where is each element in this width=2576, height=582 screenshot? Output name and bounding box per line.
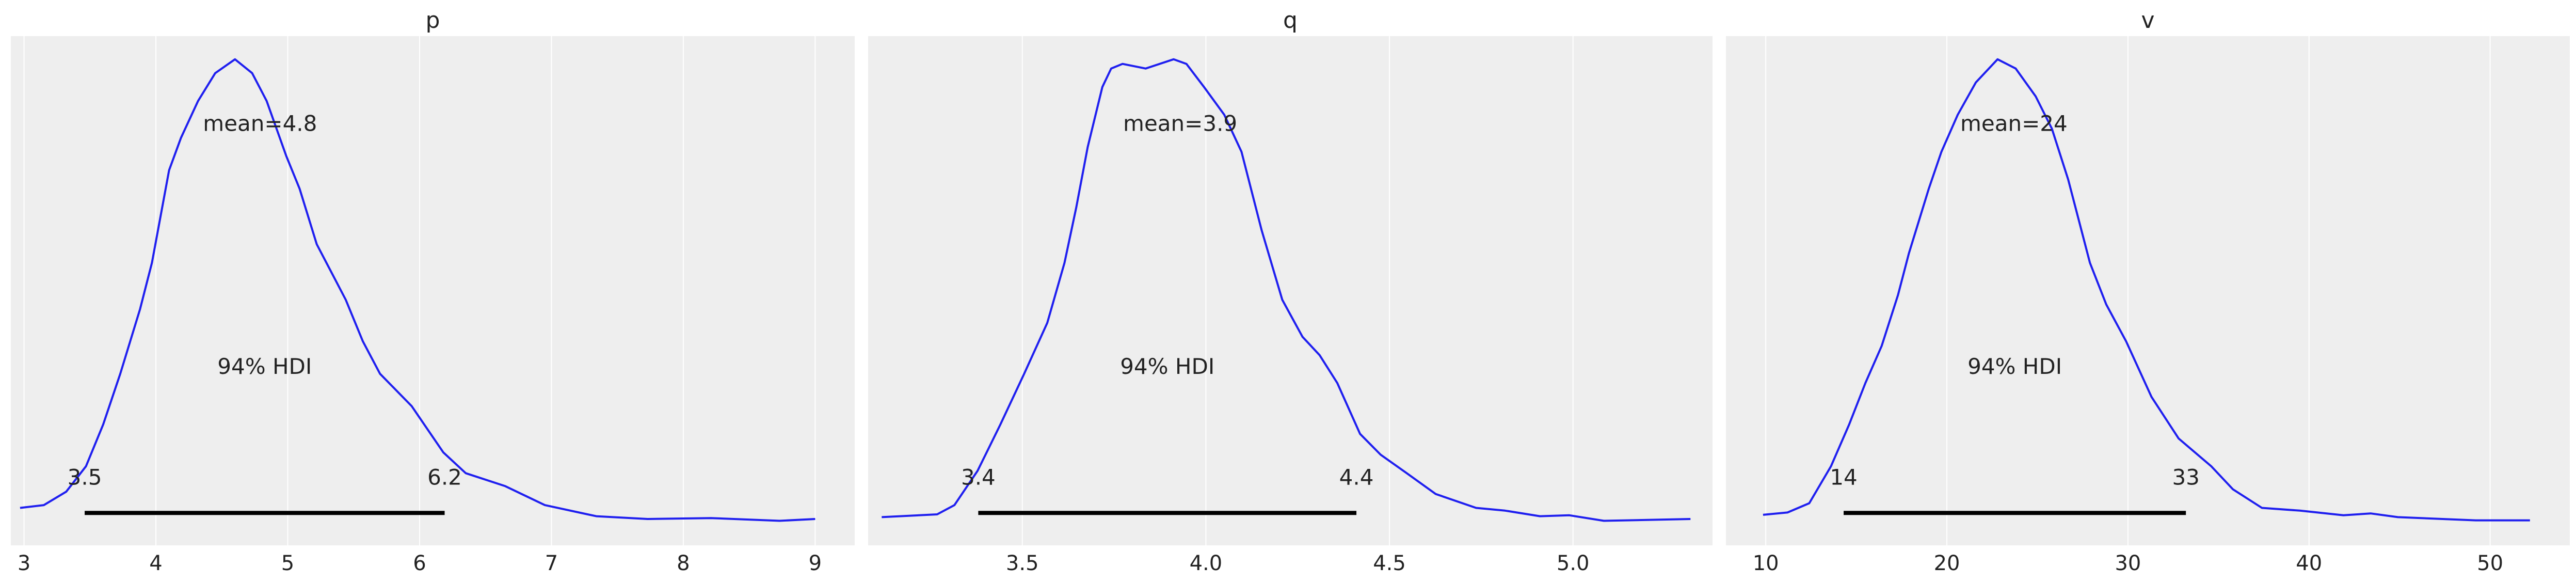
x-tick-label: 4 [149, 552, 162, 575]
x-tick-label: 40 [2296, 552, 2322, 575]
hdi-upper-label: 4.4 [1339, 465, 1374, 490]
x-tick-label: 10 [1753, 552, 1779, 575]
density-line [20, 58, 815, 522]
x-tick-label: 4.5 [1373, 552, 1406, 575]
hdi-upper-label: 6.2 [427, 465, 462, 490]
panel-title: v [2141, 7, 2154, 34]
hdi-lower-label: 3.5 [68, 465, 102, 490]
x-tick-label: 3 [18, 552, 30, 575]
x-tick-label: 50 [2477, 552, 2503, 575]
x-tick-label: 7 [545, 552, 558, 575]
x-tick-label: 5.0 [1557, 552, 1590, 575]
panel-title: q [1283, 7, 1298, 34]
hdi-upper-label: 33 [2172, 465, 2199, 490]
hdi-text: 94% HDI [1120, 354, 1214, 379]
x-tick-label: 5 [281, 552, 294, 575]
x-tick-label: 4.0 [1190, 552, 1223, 575]
hdi-text: 94% HDI [217, 354, 312, 379]
hdi-lower-label: 14 [1830, 465, 1857, 490]
hdi-text: 94% HDI [1967, 354, 2062, 379]
mean-label: mean=4.8 [203, 111, 317, 136]
panel-p: 3 4 5 6 7 8 9 p 3.5 6.2 94% HDI mean=4.8 [11, 7, 855, 575]
x-tick-label: 20 [1934, 552, 1960, 575]
mean-label: mean=3.9 [1123, 111, 1237, 136]
plot-area [11, 36, 855, 545]
density-line [882, 58, 1691, 522]
x-tick-label: 30 [2115, 552, 2141, 575]
x-tick-label: 6 [413, 552, 426, 575]
panel-v: 10 20 30 40 50 v 14 33 94% HDI mean=24 [1726, 7, 2570, 575]
panel-q: 3.5 4.0 4.5 5.0 q 3.4 4.4 94% HDI mean=3.9 [868, 7, 1713, 575]
hdi-lower-label: 3.4 [961, 465, 996, 490]
panel-title: p [426, 7, 440, 34]
x-tick-label: 8 [677, 552, 690, 575]
x-tick-label: 3.5 [1006, 552, 1039, 575]
plot-area [1726, 36, 2570, 545]
x-tick-label: 9 [809, 552, 822, 575]
mean-label: mean=24 [1960, 111, 2068, 136]
density-line [1763, 58, 2530, 522]
plot-area [868, 36, 1713, 545]
